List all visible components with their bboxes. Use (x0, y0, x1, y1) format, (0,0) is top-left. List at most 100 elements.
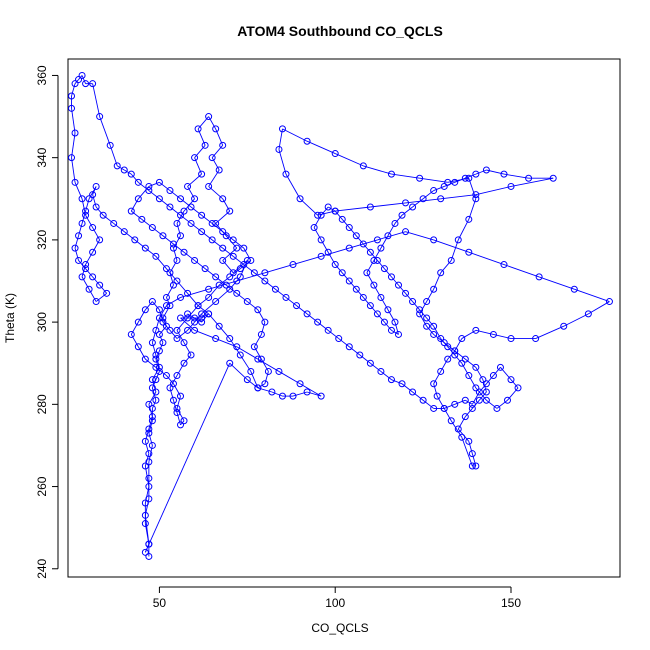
data-point (236, 351, 244, 359)
data-point (194, 125, 202, 133)
series-segment (176, 395, 181, 409)
data-point (430, 380, 438, 388)
series-segment (412, 391, 424, 401)
series-segment (211, 157, 220, 171)
data-point (317, 252, 325, 260)
data-point (229, 252, 237, 260)
series-segment (349, 239, 378, 249)
series-segment (391, 276, 399, 286)
data-point (472, 191, 480, 199)
data-point (141, 306, 149, 314)
data-point (99, 211, 107, 219)
series-segment (468, 441, 473, 454)
data-point (212, 125, 220, 133)
series-segment (275, 288, 287, 298)
data-point (373, 236, 381, 244)
data-point (208, 219, 216, 227)
data-point (419, 195, 427, 203)
data-point (152, 252, 160, 260)
data-point (187, 203, 195, 211)
data-point (254, 355, 262, 363)
series-segment (85, 214, 94, 228)
data-point (437, 335, 445, 343)
data-point (236, 273, 244, 281)
data-point (166, 187, 174, 195)
data-point (222, 232, 230, 240)
series-segment (92, 276, 100, 286)
series-segment (510, 177, 554, 187)
data-point (468, 400, 476, 408)
data-point (106, 141, 114, 149)
y-tick-label: 320 (35, 230, 49, 250)
data-point (430, 404, 438, 412)
series-segment (169, 330, 178, 339)
series-segment (159, 198, 171, 208)
series-segment (391, 329, 399, 335)
data-point (387, 376, 395, 384)
series-segment (222, 247, 234, 257)
data-point (145, 400, 153, 408)
series-segment (92, 194, 97, 208)
data-point (173, 277, 181, 285)
data-point (148, 384, 156, 392)
series-segment (176, 408, 185, 422)
data-point (180, 339, 188, 347)
data-point (465, 215, 473, 223)
data-point (191, 195, 199, 203)
series-segment (359, 354, 371, 364)
series-segment (176, 362, 185, 376)
series-segment (320, 239, 329, 253)
data-point (423, 314, 431, 322)
data-point (444, 178, 452, 186)
data-point (440, 339, 448, 347)
data-point (359, 162, 367, 170)
data-point (141, 462, 149, 470)
data-point (451, 351, 459, 359)
series-segment (461, 329, 477, 339)
series-segment (95, 206, 104, 216)
data-point (310, 224, 318, 232)
data-point (338, 215, 346, 223)
data-point (173, 372, 181, 380)
series-segment (260, 358, 269, 372)
data-point (243, 298, 251, 306)
y-tick-label: 360 (35, 65, 49, 85)
data-point (89, 80, 97, 88)
series-segment (190, 206, 202, 216)
series-segment (370, 362, 382, 372)
data-point (82, 265, 90, 273)
series-segment (299, 383, 322, 397)
data-point (148, 298, 156, 306)
series-segment (152, 301, 160, 311)
data-point (373, 256, 381, 264)
series-segment (440, 194, 476, 200)
data-point (605, 298, 613, 306)
data-point (514, 384, 522, 392)
data-point (219, 141, 227, 149)
data-point (229, 269, 237, 277)
data-point (159, 339, 167, 347)
data-point (198, 310, 206, 318)
y-tick-label: 280 (35, 394, 49, 414)
data-point (482, 388, 490, 396)
series-segment (370, 202, 406, 208)
series-segment (475, 186, 512, 196)
data-point (275, 145, 283, 153)
series-segment (208, 280, 237, 290)
data-point (215, 281, 223, 289)
series-segment (405, 198, 441, 204)
data-point (177, 421, 185, 429)
series-segment (341, 219, 350, 228)
data-point (324, 248, 332, 256)
data-point (250, 343, 258, 351)
series-segment (197, 297, 209, 307)
series-segment (145, 247, 157, 257)
series-segment (159, 325, 167, 335)
data-point (472, 170, 480, 178)
series-segment (341, 272, 350, 282)
data-point (317, 392, 325, 400)
series-segment (370, 305, 378, 315)
data-point (394, 330, 402, 338)
data-point (155, 367, 163, 375)
series-segment (211, 223, 223, 233)
